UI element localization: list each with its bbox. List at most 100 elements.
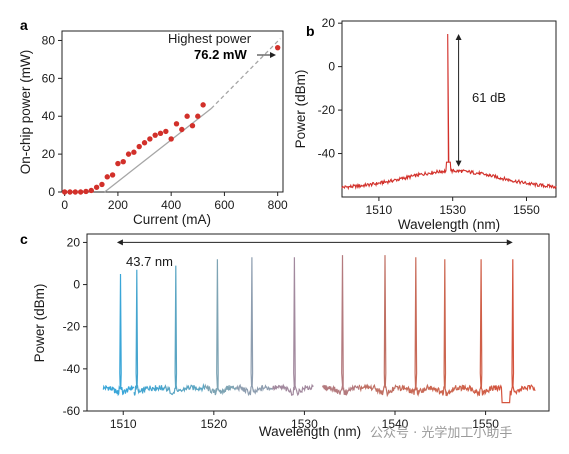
spectrum-line [494,259,536,404]
panel-c-span-arrow [116,239,513,246]
panel-c-y-ticks: -60 -40 -20 0 20 [63,235,87,418]
panel-c-x-label: Wavelength (nm) [259,424,361,439]
data-point [157,130,164,136]
y-tick-label: 60 [42,71,56,85]
y-tick-label: 20 [322,16,336,30]
y-tick-label: -40 [318,147,336,161]
spectrum-line [102,273,135,397]
y-tick-label: -40 [63,362,81,376]
panel-b-x-ticks: 1510 1530 1550 [366,197,540,217]
span-head-left [116,239,123,246]
y-tick-label: -20 [63,320,81,334]
data-point [88,187,94,194]
panel-c-x-ticks: 1510 1520 1530 1540 1550 [110,411,499,431]
panel-c: c 1510 1520 1530 1540 1550 -60 -40 -20 0 20 Wave… [20,231,550,439]
data-point [195,113,201,119]
y-tick-label: -60 [63,404,81,418]
spectrum-line [321,255,360,397]
spectrum-line [462,259,496,397]
panel-b-dynamic-range-arrow [455,34,462,167]
y-tick-label: -20 [318,103,336,117]
y-tick-label: 20 [42,147,56,161]
spectrum-line [358,255,401,398]
data-point [168,136,174,142]
x-tick-label: 1550 [472,417,499,431]
spectrum-line [163,265,206,396]
data-point [200,102,206,108]
data-point [131,149,137,155]
panel-b-y-ticks: -40 -20 0 20 [318,16,342,161]
span-head-right [506,239,513,246]
panel-c-frame [86,233,550,412]
data-point [67,189,73,195]
data-point [147,136,153,142]
x-tick-label: 0 [61,198,68,212]
y-tick-label: 40 [42,109,56,123]
panel-c-label: c [20,231,28,247]
panel-a-x-ticks: 0 200 400 600 800 [61,192,288,212]
data-point [61,189,68,195]
panel-a: a 0 200 400 600 800 0 20 40 60 80 Current (mA) O… [18,17,288,227]
data-point [77,189,84,195]
spectrum-line [204,259,237,396]
data-point [184,113,190,119]
y-tick-label: 80 [42,33,56,47]
x-tick-label: 1540 [382,417,409,431]
panel-a-fit-line [104,38,281,193]
panel-c-y-label: Power (dBm) [32,284,47,363]
x-tick-label: 1530 [439,203,466,217]
x-tick-label: 400 [161,198,181,212]
arrow-head-bottom [455,160,462,167]
panel-b-x-label: Wavelength (nm) [398,217,500,232]
fit-line-dashed [210,38,281,110]
panel-a-x-label: Current (mA) [133,212,211,227]
y-tick-label: 0 [48,185,55,199]
spectrum-line [235,257,274,397]
x-tick-label: 1550 [513,203,540,217]
x-tick-label: 200 [108,198,128,212]
spectrum-line [398,257,430,397]
y-tick-label: 0 [73,278,80,292]
data-point [189,123,196,129]
panel-c-series-group [102,255,536,404]
data-point [163,128,169,135]
arrow-head-top [455,34,462,41]
spectrum-line [133,269,165,396]
x-tick-label: 600 [214,198,234,212]
panel-a-label: a [20,17,28,33]
data-point [83,188,89,195]
data-point [125,151,132,157]
x-tick-label: 1520 [200,417,227,431]
watermark: 公众号 · 光学加工小助手 [370,425,512,441]
data-point [99,181,105,188]
data-point [152,132,158,138]
panel-a-annotation-arrow [257,52,276,58]
panel-b-label: b [306,23,315,39]
panel-a-frame [61,30,284,193]
panel-b: b 1510 1530 1550 -40 -20 0 20 Wavelength (nm)… [293,16,557,232]
fit-line-solid [104,108,212,193]
panel-a-annotation-line2: 76.2 mW [194,47,247,62]
panel-a-annotation-line1: Highest power [168,31,252,46]
spectrum-line [428,259,464,397]
x-tick-label: 1530 [291,417,318,431]
data-point [93,184,100,190]
spectrum-line [272,257,314,397]
data-point [179,126,185,133]
x-tick-label: 1510 [110,417,137,431]
panel-b-y-label: Power (dBm) [293,70,308,149]
y-tick-label: 0 [328,60,335,74]
data-point [115,160,121,167]
x-tick-label: 800 [268,198,288,212]
data-point [104,174,110,180]
panel-a-y-label: On-chip power (mW) [18,50,33,175]
data-point [141,140,148,146]
x-tick-label: 1510 [366,203,393,217]
data-point [274,44,281,51]
panel-c-span-label: 43.7 nm [126,254,173,269]
panel-b-spectrum-line [341,33,557,191]
data-point [173,121,180,127]
data-point [109,172,116,178]
panel-b-frame [341,20,557,198]
